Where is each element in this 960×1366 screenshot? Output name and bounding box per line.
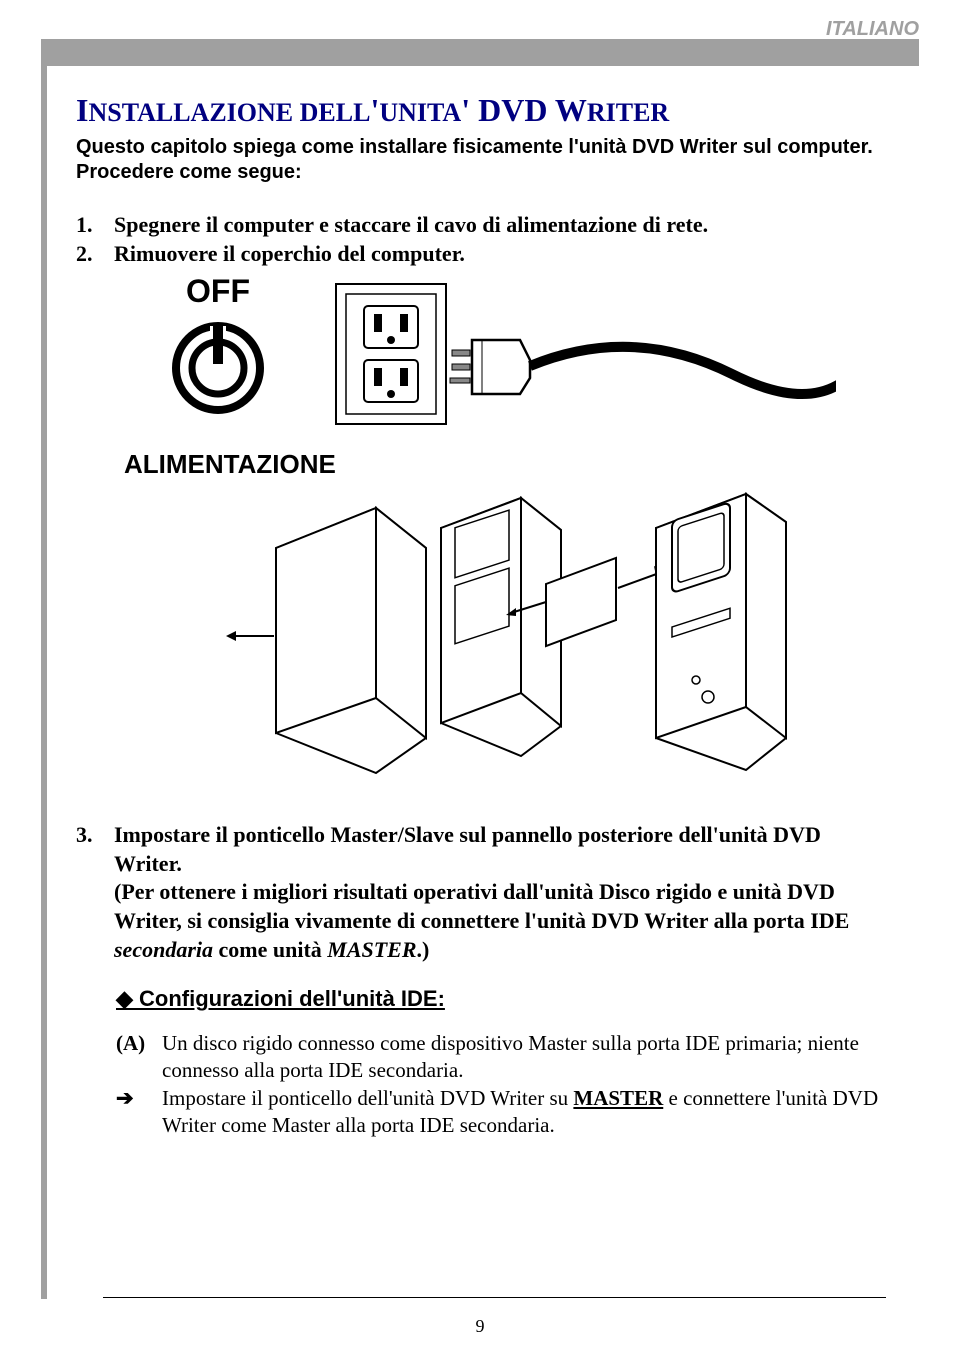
- step-number: 3.: [76, 821, 114, 964]
- side-bar: [41, 39, 47, 1299]
- step3-note: (Per ottenere i migliori risultati opera…: [114, 879, 849, 961]
- arrow-master: MASTER: [573, 1086, 663, 1110]
- config-text: Un disco rigido connesso come dispositiv…: [162, 1030, 890, 1085]
- note-italic: secondaria: [114, 937, 213, 962]
- note-part: (Per ottenere i migliori risultati opera…: [114, 879, 849, 933]
- config-label: (A): [116, 1030, 162, 1085]
- language-label: ITALIANO: [826, 18, 919, 41]
- footer-rule: [103, 1297, 886, 1298]
- note-italic: MASTER: [327, 937, 416, 962]
- page-content: INSTALLAZIONE DELL'UNITA' DVD WRITER Que…: [76, 92, 890, 1139]
- alimentazione-label: ALIMENTAZIONE: [124, 449, 890, 480]
- note-part: .): [417, 937, 430, 962]
- step-number: 2.: [76, 240, 114, 269]
- intro-text: Questo capitolo spiega come installare f…: [76, 135, 890, 185]
- ide-config-heading: ◆ Configurazioni dell'unità IDE:: [116, 986, 890, 1012]
- arrow-text-part: Impostare il ponticello dell'unità DVD W…: [162, 1086, 573, 1110]
- title-apos2: ': [461, 92, 470, 128]
- title-small: NSTALLAZIONE DELL: [88, 98, 370, 127]
- step-3: 3. Impostare il ponticello Master/Slave …: [76, 821, 890, 964]
- power-off-diagram: OFF: [76, 276, 836, 439]
- arrow-icon: ➔: [116, 1085, 162, 1140]
- title-small3: RITER: [587, 98, 669, 127]
- install-steps: 1. Spegnere il computer e staccare il ca…: [76, 211, 890, 268]
- step-1: 1. Spegnere il computer e staccare il ca…: [76, 211, 890, 240]
- page-title: INSTALLAZIONE DELL'UNITA' DVD WRITER: [76, 92, 890, 129]
- title-cap: I: [76, 92, 88, 128]
- step3-main: Impostare il ponticello Master/Slave sul…: [114, 822, 821, 876]
- off-label: OFF: [186, 276, 250, 309]
- config-item-a: (A) Un disco rigido connesso come dispos…: [116, 1030, 890, 1139]
- config-arrow-text: Impostare il ponticello dell'unità DVD W…: [162, 1085, 890, 1140]
- note-part: come unità: [213, 937, 327, 962]
- step-text: Spegnere il computer e staccare il cavo …: [114, 211, 890, 240]
- title-apos: ': [370, 92, 379, 128]
- computer-case-diagram: [76, 488, 836, 793]
- step-text: Impostare il ponticello Master/Slave sul…: [114, 821, 890, 964]
- step-2: 2. Rimuovere il coperchio del computer.: [76, 240, 890, 269]
- step-text: Rimuovere il coperchio del computer.: [114, 240, 890, 269]
- page-number: 9: [0, 1316, 960, 1337]
- title-small2: UNITA: [379, 98, 461, 127]
- title-dvd: DVD W: [470, 92, 587, 128]
- header-bar: [41, 39, 919, 66]
- step-number: 1.: [76, 211, 114, 240]
